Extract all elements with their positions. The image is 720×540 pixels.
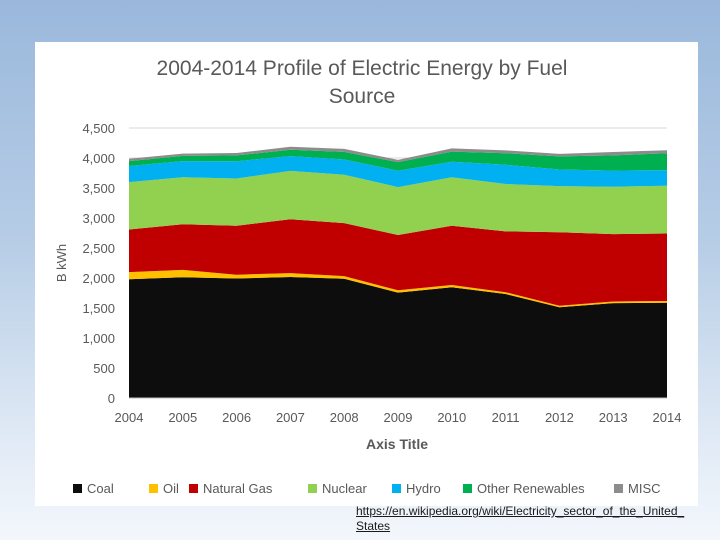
- legend-swatch: [189, 484, 198, 493]
- x-tick-label: 2007: [276, 410, 305, 425]
- x-tick-label: 2012: [545, 410, 574, 425]
- legend-swatch: [614, 484, 623, 493]
- legend-label: Oil: [163, 481, 179, 496]
- legend-swatch: [392, 484, 401, 493]
- x-axis-title: Axis Title: [366, 436, 428, 452]
- x-tick-label: 2009: [384, 410, 413, 425]
- y-tick-label: 1,000: [82, 331, 115, 346]
- legend-label: Nuclear: [322, 481, 367, 496]
- x-tick-label: 2004: [115, 410, 144, 425]
- y-tick-label: 1,500: [82, 301, 115, 316]
- legend-label: Coal: [87, 481, 114, 496]
- y-axis-title: B kWh: [54, 244, 69, 282]
- legend-swatch: [463, 484, 472, 493]
- y-tick-label: 500: [93, 361, 115, 376]
- chart-title-line-2: Source: [329, 85, 396, 108]
- area-nuclear: [129, 170, 667, 235]
- y-tick-label: 3,000: [82, 211, 115, 226]
- x-tick-label: 2008: [330, 410, 359, 425]
- legend-label: Hydro: [406, 481, 441, 496]
- stacked-areas: [129, 146, 667, 398]
- x-tick-label: 2011: [492, 410, 520, 425]
- y-tick-label: 3,500: [82, 181, 115, 196]
- y-tick-label: 2,000: [82, 271, 115, 286]
- x-tick-label: 2005: [168, 410, 197, 425]
- x-tick-label: 2006: [222, 410, 251, 425]
- area-coal: [129, 277, 667, 398]
- chart-title-line-1: 2004-2014 Profile of Electric Energy by …: [157, 57, 568, 80]
- source-link[interactable]: https://en.wikipedia.org/wiki/Electricit…: [356, 504, 685, 533]
- legend-label: Natural Gas: [203, 481, 273, 496]
- area-hydro: [129, 156, 667, 188]
- chart-area: 0 500 1,000 1,500 2,000 2,500 3,000 3,500 4,000 4…: [54, 57, 681, 496]
- axes: 0 500 1,000 1,500 2,000 2,500 3,000 3,500 4,000 4…: [82, 121, 681, 425]
- area-natural-gas: [129, 219, 667, 306]
- x-tick-label: 2013: [599, 410, 628, 425]
- area-oil: [129, 269, 667, 308]
- legend: Coal Oil Natural Gas Nuclear Hydro Other Rene…: [73, 481, 661, 496]
- y-tick-label: 4,500: [82, 121, 115, 136]
- area-misc: [129, 146, 667, 163]
- area-other-renewables: [129, 149, 667, 171]
- y-tick-label: 4,000: [82, 151, 115, 166]
- x-tick-label: 2014: [653, 410, 682, 425]
- chart-panel: 0 500 1,000 1,500 2,000 2,500 3,000 3,500 4,000 4…: [35, 42, 698, 506]
- x-tick-label: 2010: [437, 410, 466, 425]
- y-tick-label: 0: [108, 391, 115, 406]
- legend-swatch: [308, 484, 317, 493]
- legend-swatch: [73, 484, 82, 493]
- legend-label: MISC: [628, 481, 661, 496]
- legend-swatch: [149, 484, 158, 493]
- legend-label: Other Renewables: [477, 481, 585, 496]
- y-tick-label: 2,500: [82, 241, 115, 256]
